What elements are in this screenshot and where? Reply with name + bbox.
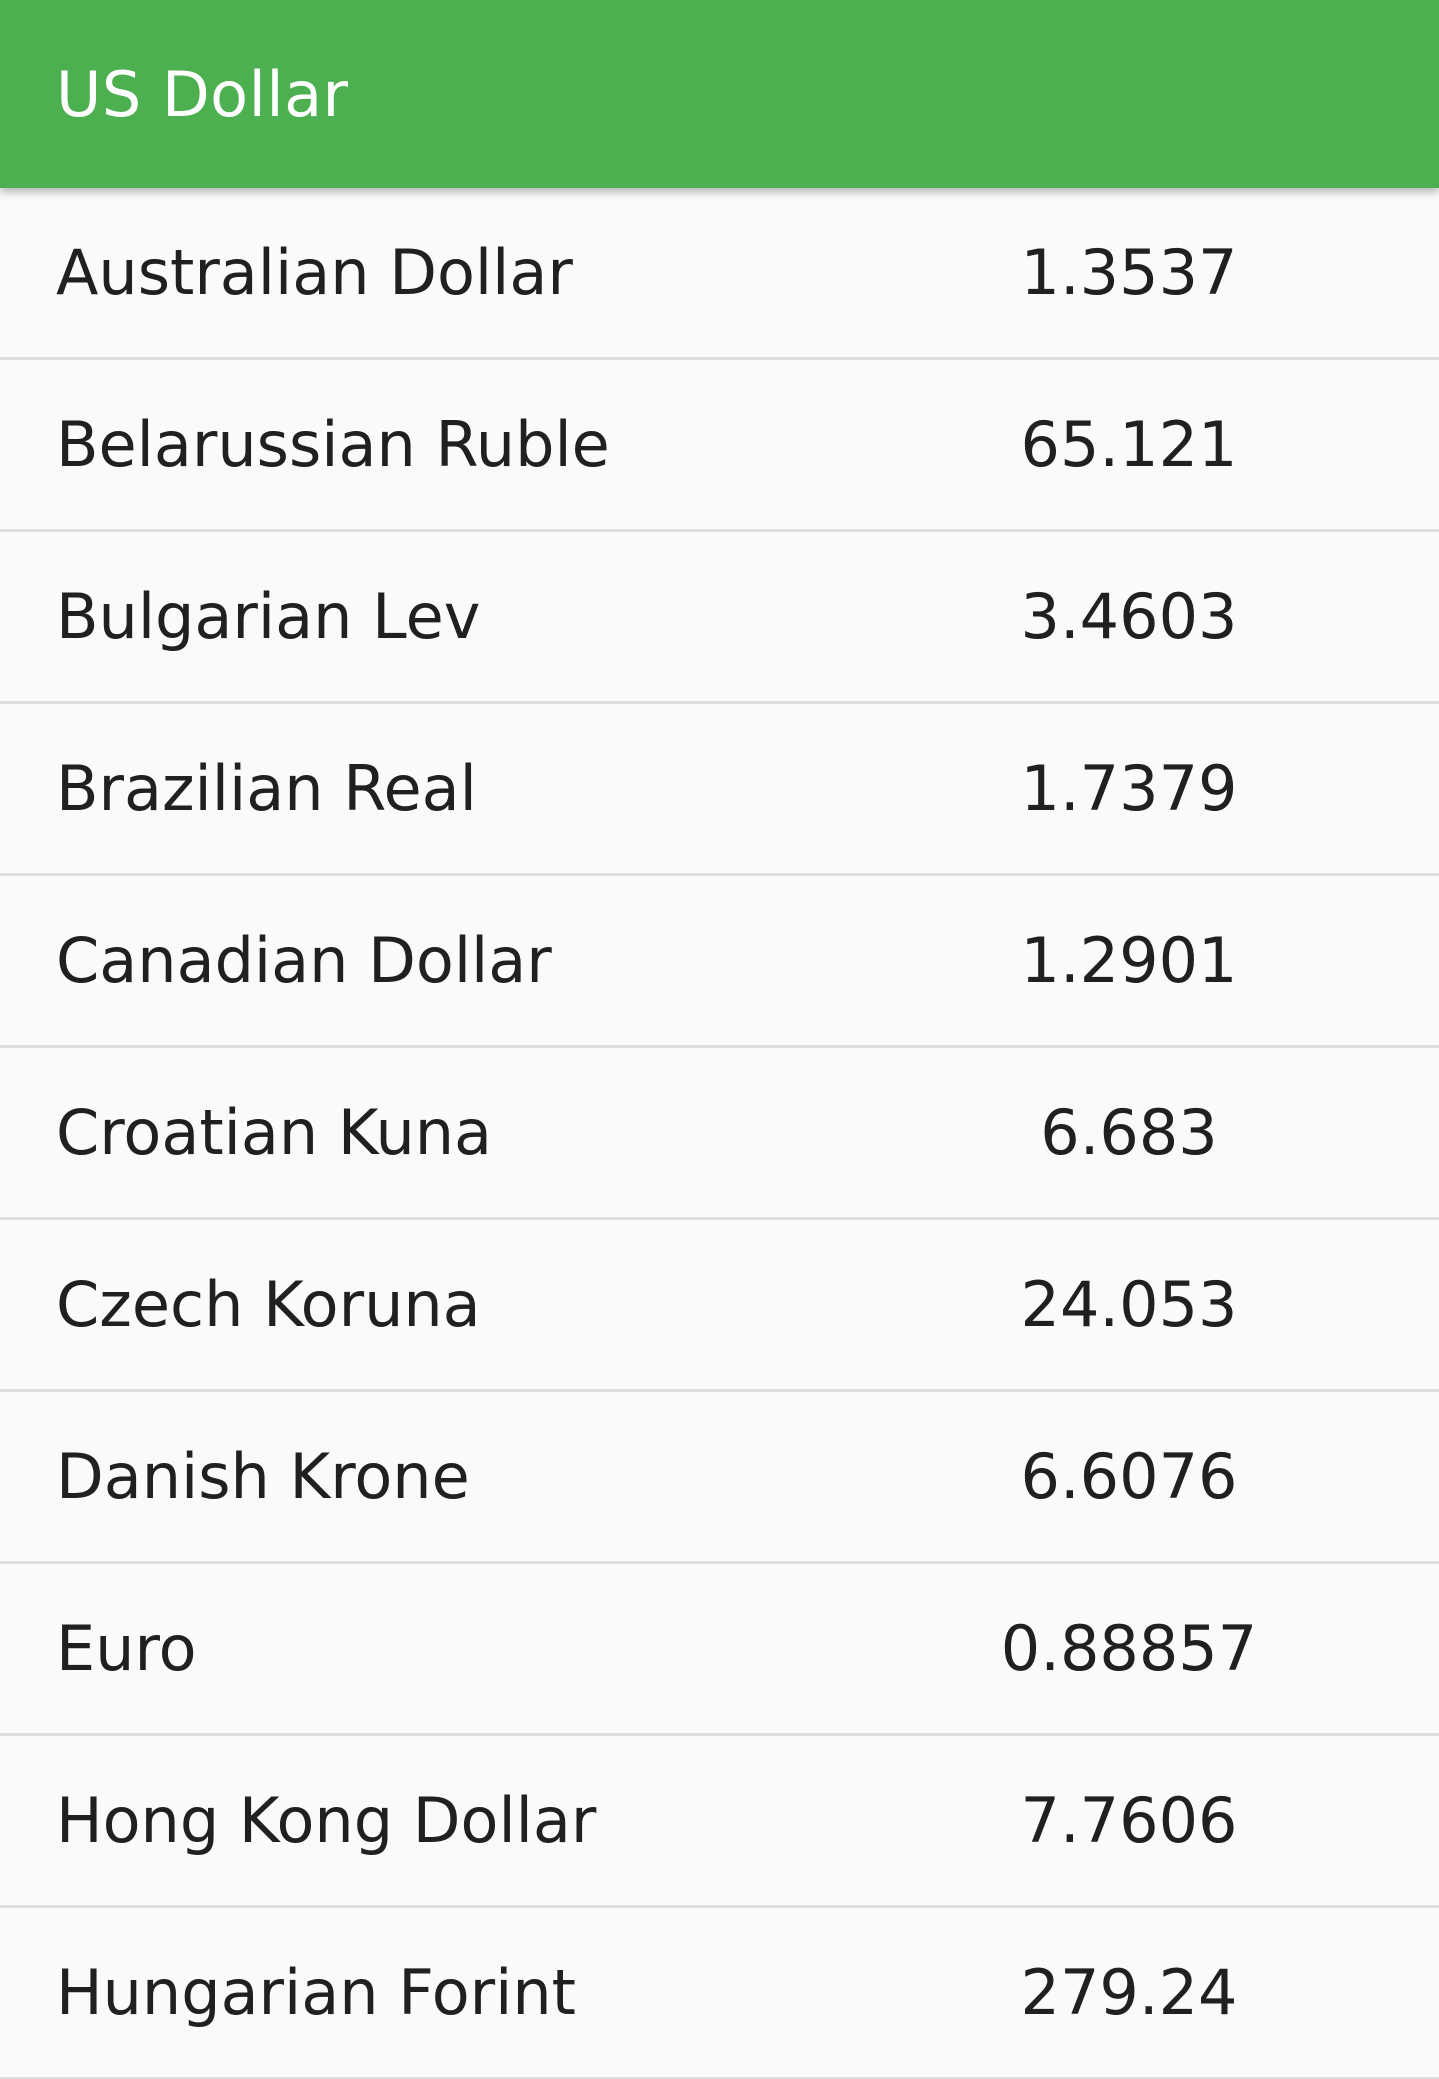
list-item[interactable]: Hungarian Forint 279.24 <box>0 1908 1439 2079</box>
currency-name: Bulgarian Lev <box>56 580 481 653</box>
list-item[interactable]: Hong Kong Dollar 7.7606 <box>0 1736 1439 1908</box>
currency-name: Croatian Kuna <box>56 1096 493 1169</box>
list-item[interactable]: Australian Dollar 1.3537 <box>0 188 1439 360</box>
exchange-rate: 65.121 <box>1020 408 1238 481</box>
exchange-rate: 6.6076 <box>1020 1440 1238 1513</box>
exchange-rate: 0.88857 <box>1000 1612 1258 1685</box>
exchange-rate: 7.7606 <box>1020 1784 1238 1857</box>
currency-name: Hong Kong Dollar <box>56 1784 597 1857</box>
list-item[interactable]: Croatian Kuna 6.683 <box>0 1048 1439 1220</box>
currency-name: Euro <box>56 1612 197 1685</box>
exchange-rate: 1.7379 <box>1020 752 1238 825</box>
currency-name: Czech Koruna <box>56 1268 481 1341</box>
list-item[interactable]: Danish Krone 6.6076 <box>0 1392 1439 1564</box>
list-item[interactable]: Canadian Dollar 1.2901 <box>0 876 1439 1048</box>
app-title: US Dollar <box>56 57 349 131</box>
currency-name: Belarussian Ruble <box>56 408 610 481</box>
currency-rate-list: Australian Dollar 1.3537 Belarussian Rub… <box>0 188 1439 2079</box>
currency-name: Canadian Dollar <box>56 924 552 997</box>
exchange-rate: 1.3537 <box>1020 236 1238 309</box>
currency-name: Australian Dollar <box>56 236 573 309</box>
list-item[interactable]: Belarussian Ruble 65.121 <box>0 360 1439 532</box>
list-item[interactable]: Brazilian Real 1.7379 <box>0 704 1439 876</box>
currency-name: Danish Krone <box>56 1440 470 1513</box>
currency-name: Brazilian Real <box>56 752 477 825</box>
exchange-rate: 6.683 <box>1040 1096 1218 1169</box>
list-item[interactable]: Euro 0.88857 <box>0 1564 1439 1736</box>
exchange-rate: 24.053 <box>1020 1268 1238 1341</box>
exchange-rate: 3.4603 <box>1020 580 1238 653</box>
exchange-rate: 1.2901 <box>1020 924 1238 997</box>
exchange-rate: 279.24 <box>1020 1956 1238 2029</box>
app-bar: US Dollar <box>0 0 1439 188</box>
list-item[interactable]: Bulgarian Lev 3.4603 <box>0 532 1439 704</box>
list-item[interactable]: Czech Koruna 24.053 <box>0 1220 1439 1392</box>
currency-name: Hungarian Forint <box>56 1956 576 2029</box>
